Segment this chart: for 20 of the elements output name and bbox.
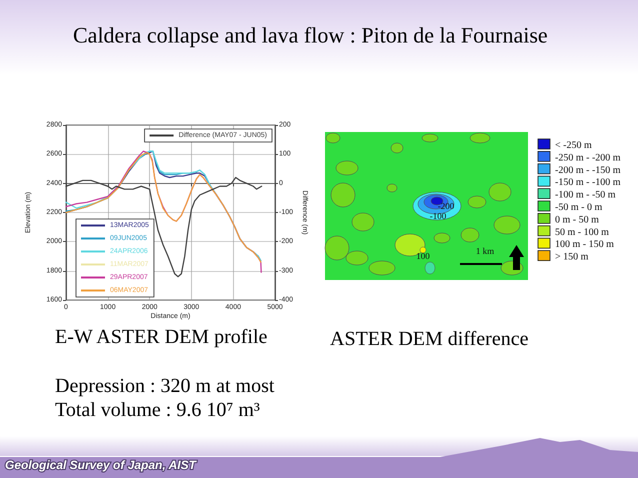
text: -100	[430, 211, 447, 221]
category-label: < -250 m	[555, 140, 592, 151]
category-label: > 150 m	[555, 252, 589, 263]
text: 100	[416, 251, 430, 261]
category-label: 50 m - 100 m	[555, 226, 610, 238]
category-label: -150 m - -100 m	[555, 177, 621, 188]
category-label: -50 m - 0 m	[555, 202, 602, 213]
text: 1 km	[476, 246, 494, 256]
text: Geological Survey of Japan, AIST	[5, 458, 198, 472]
category-label: 0 m - 50 m	[555, 214, 600, 226]
category-label: -200 m - -150 m	[555, 164, 621, 176]
category-label: 100 m - 150 m	[555, 239, 614, 250]
text: -200	[438, 201, 455, 211]
category-label: -100 m - -50 m	[555, 190, 616, 201]
chart-title: Caldera collapse and lava flow : Piton de la Fournaise	[73, 22, 548, 48]
text: E-W ASTER DEM profile	[55, 326, 268, 348]
text: Total volume : 9.6 10⁷ m³	[55, 399, 260, 421]
category-label: -250 m - -200 m	[555, 152, 621, 164]
text: Depression : 320 m at most	[55, 375, 275, 397]
text: ASTER DEM difference	[330, 328, 529, 350]
